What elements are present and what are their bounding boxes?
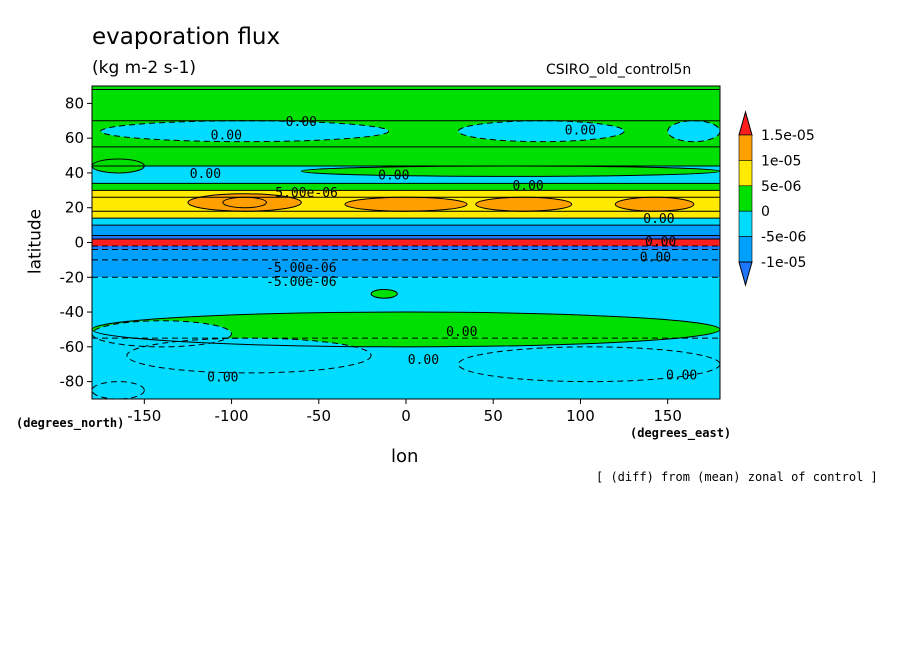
colorbar-segment [738, 185, 753, 212]
zonal-band [92, 86, 720, 90]
contour-line [475, 196, 573, 212]
contour-label: 0.00 [645, 235, 676, 250]
anomaly-patch [371, 289, 398, 299]
contour-label: 0.00 [640, 250, 671, 265]
x-tick-label: -150 [127, 407, 161, 425]
colorbar-segment [738, 160, 753, 187]
contour-label: 0.00 [666, 369, 697, 384]
contour-line [614, 196, 695, 212]
y-tick-label: -40 [60, 303, 85, 321]
zonal-band [92, 190, 720, 198]
y-tick-label: 40 [65, 164, 84, 182]
anomaly-patch [458, 346, 720, 382]
y-tick-label: 0 [74, 234, 84, 252]
anomaly-patch [92, 381, 145, 399]
contour-label: 0.00 [190, 167, 221, 182]
colorbar-segment [738, 134, 753, 161]
contour-label: 0.00 [643, 212, 674, 227]
colorbar-tick-label: -5e-06 [761, 230, 807, 246]
colorbar-tick-label: 1.5e-05 [761, 128, 815, 144]
y-axis-units: (degrees_north) [16, 416, 125, 430]
x-axis-units: (degrees_east) [630, 426, 732, 440]
contour-line [457, 120, 625, 143]
contour-line [92, 311, 720, 348]
contour-label: 0.00 [408, 353, 439, 368]
contour-line [187, 193, 302, 212]
x-tick-label: -50 [307, 407, 332, 425]
anomaly-patch [100, 120, 389, 142]
y-tick-label: 80 [65, 94, 84, 112]
contour-line [92, 320, 233, 348]
zonal-band [92, 249, 720, 260]
contour-line [126, 337, 372, 374]
contour-line [100, 120, 390, 143]
contour-line [457, 346, 720, 383]
x-axis-label: lon [391, 446, 419, 467]
contour-label: 0.00 [211, 129, 242, 144]
zonal-band [92, 259, 720, 278]
anomaly-patch [475, 197, 572, 212]
chart-title: evaporation flux [92, 24, 281, 50]
colorbar-segment [738, 210, 753, 237]
contour-line [222, 196, 267, 209]
anomaly-patch [187, 193, 302, 212]
zonal-band [92, 239, 720, 246]
contour-label: -5.00e-06 [266, 261, 336, 276]
x-tick-label: 150 [653, 407, 682, 425]
x-tick-label: 50 [484, 407, 503, 425]
contour-line [370, 288, 398, 299]
anomaly-patch [344, 197, 468, 212]
zonal-band [92, 183, 720, 191]
zonal-band [92, 235, 720, 240]
anomaly-patch [458, 120, 625, 142]
y-tick-label: -60 [60, 338, 85, 356]
contour-line [92, 381, 145, 399]
contour-label: 0.00 [286, 115, 317, 130]
colorbar-tick-label: 0 [761, 204, 770, 220]
zonal-band [92, 245, 720, 250]
field-layer: 0.000.00 0.000.00 0.000.000.000.000.000.00… [92, 86, 720, 399]
run-name: CSIRO_old_control5n [546, 62, 692, 78]
zonal-band [92, 225, 720, 236]
colorbar-tick-label: -1e-05 [761, 255, 806, 271]
y-tick-label: -80 [60, 373, 85, 391]
contour-label: 0.00 [446, 325, 477, 340]
y-tick-label: 60 [65, 129, 84, 147]
contour-label: 0.00 [207, 370, 238, 385]
x-tick-label: -100 [215, 407, 249, 425]
zonal-band [92, 218, 720, 226]
anomaly-patch [126, 338, 372, 373]
zonal-band [92, 146, 720, 166]
anomaly-patch [667, 120, 720, 142]
colorbar-segment [738, 236, 753, 263]
y-tick-label: -20 [60, 268, 85, 286]
y-tick-label: 20 [65, 199, 84, 217]
x-tick-label: 100 [566, 407, 595, 425]
contour-line [344, 196, 468, 212]
contour-label: 0.00 [512, 179, 543, 194]
colorbar-cap-bottom [738, 261, 753, 287]
zonal-band [92, 211, 720, 219]
colorbar-cap-top [738, 110, 753, 136]
anomaly-patch [301, 165, 720, 177]
colorbar-tick-label: 5e-06 [761, 179, 801, 195]
contour-label: 0.00 [565, 123, 596, 138]
colorbar-tick-label: 1e-05 [761, 153, 801, 169]
x-tick-label: 0 [401, 407, 411, 425]
footnote: [ (diff) from (mean) zonal of control ] [596, 470, 878, 484]
anomaly-patch [615, 197, 694, 212]
zonal-band [92, 89, 720, 121]
contour-label: -5.00e-06 [266, 275, 336, 290]
chart-units: (kg m-2 s-1) [92, 58, 197, 78]
contour-line [92, 158, 145, 174]
contour-label: 5.00e-06 [275, 186, 338, 201]
contour-label: 0.00 [378, 169, 409, 184]
